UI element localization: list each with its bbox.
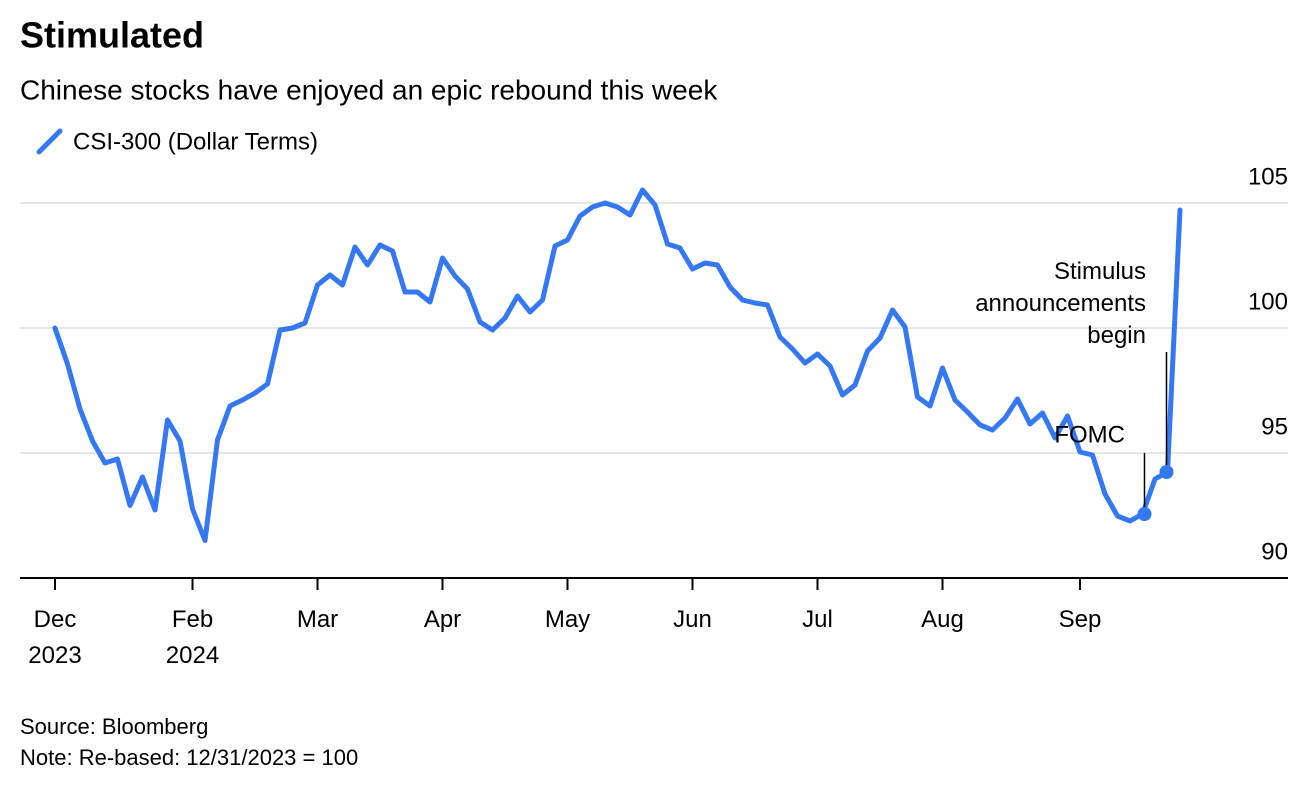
x-tick-label: Mar	[296, 606, 339, 633]
x-tick-label: Aug	[921, 606, 964, 633]
legend-label: CSI-300 (Dollar Terms)	[73, 128, 318, 155]
chart-subtitle: Chinese stocks have enjoyed an epic rebo…	[20, 74, 718, 105]
legend-swatch	[36, 128, 63, 155]
y-tick-label: 90	[1261, 538, 1288, 565]
x-tick-label: Sep	[1058, 606, 1102, 633]
x-tick-label: Feb 2024	[165, 606, 220, 669]
annotation-label: FOMC	[1054, 421, 1125, 448]
source: Source: Bloomberg	[20, 714, 208, 739]
annotation-dot	[1159, 465, 1174, 479]
x-tick-label: May	[544, 606, 591, 633]
x-tick-label: Apr	[423, 606, 462, 633]
y-tick-label: 95	[1261, 413, 1288, 440]
line-series	[52, 187, 1183, 543]
x-tick-label: Dec 2023	[28, 606, 82, 669]
note: Note: Re-based: 12/31/2023 = 100	[20, 745, 358, 770]
x-tick-label: Jun	[673, 606, 712, 633]
x-tick-label: Jul	[802, 606, 833, 633]
y-tick-label: 105	[1248, 163, 1288, 190]
chart-title: Stimulated	[20, 15, 204, 56]
annotation-label: Stimulus announcements begin	[975, 258, 1146, 349]
annotation-dot	[1137, 507, 1152, 521]
y-tick-label: 100	[1248, 288, 1288, 315]
